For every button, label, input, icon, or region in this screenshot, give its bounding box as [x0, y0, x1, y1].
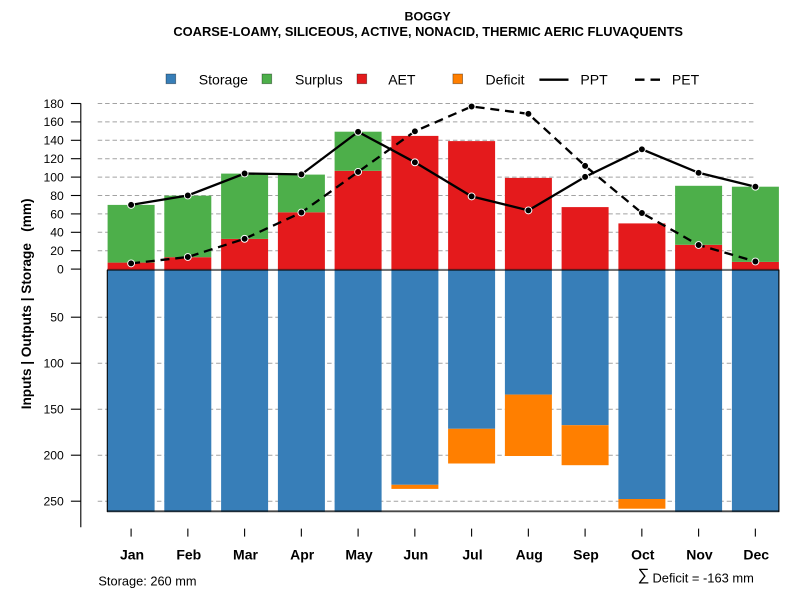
svg-text:Deficit: Deficit [486, 71, 525, 87]
svg-text:100: 100 [43, 357, 64, 371]
svg-text:0: 0 [57, 263, 64, 277]
svg-text:Oct: Oct [631, 547, 655, 563]
svg-text:PET: PET [672, 71, 700, 87]
svg-text:Nov: Nov [686, 547, 713, 563]
svg-text:20: 20 [50, 244, 64, 258]
svg-text:May: May [345, 547, 372, 563]
svg-text:Jan: Jan [120, 547, 144, 563]
svg-text:Inputs | Outputs | Storage (: Inputs | Outputs | Storage (mm) [19, 199, 34, 410]
svg-text:Feb: Feb [176, 547, 201, 563]
svg-text:Jul: Jul [462, 547, 482, 563]
svg-text:100: 100 [43, 171, 64, 185]
svg-text:Dec: Dec [743, 547, 769, 563]
svg-text:120: 120 [43, 152, 64, 166]
svg-text:COARSE-LOAMY, SILICEOUS, ACTIV: COARSE-LOAMY, SILICEOUS, ACTIVE, NONACID… [173, 24, 683, 39]
svg-text:160: 160 [43, 115, 64, 129]
svg-text:Sep: Sep [573, 547, 599, 563]
svg-text:150: 150 [43, 403, 64, 417]
svg-text:80: 80 [50, 189, 64, 203]
svg-text:Storage: 260 mm: Storage: 260 mm [98, 574, 196, 589]
svg-text:200: 200 [43, 449, 64, 463]
svg-text:140: 140 [43, 134, 64, 148]
svg-text:Apr: Apr [290, 547, 315, 563]
svg-text:Surplus: Surplus [295, 71, 343, 87]
svg-text:Deficit = -163 mm: Deficit = -163 mm [653, 570, 754, 585]
svg-text:∑: ∑ [638, 566, 650, 584]
svg-text:Jun: Jun [403, 547, 428, 563]
svg-text:Aug: Aug [516, 547, 543, 563]
svg-text:BOGGY: BOGGY [405, 9, 452, 23]
svg-text:40: 40 [50, 226, 64, 240]
svg-text:50: 50 [50, 311, 64, 325]
svg-text:250: 250 [43, 495, 64, 509]
svg-text:Storage: Storage [199, 71, 248, 87]
svg-text:PPT: PPT [580, 71, 608, 87]
svg-text:AET: AET [388, 71, 416, 87]
svg-text:60: 60 [50, 207, 64, 221]
svg-text:180: 180 [43, 97, 64, 111]
svg-text:Mar: Mar [233, 547, 258, 563]
